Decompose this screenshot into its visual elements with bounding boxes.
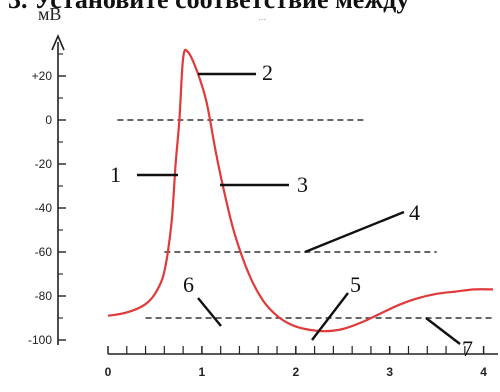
reference-lines-group [117,119,493,319]
callout-leader-4 [304,210,405,254]
axes-group: +20 0 -20 -40 -60 -80 -100 0 1 2 3 4 [28,33,498,379]
callout-leader-6 [197,297,222,327]
x-tick-label: 1 [199,365,206,379]
callout-number-7: 7 [462,336,473,361]
callout-leader-7 [425,317,461,345]
callout-number-6: 6 [183,272,194,297]
y-tick-label: -40 [35,201,53,215]
y-tick-label: -20 [35,157,53,171]
y-tick-label: +20 [32,69,53,83]
callouts-group: 1 2 3 4 5 6 7 [110,60,473,361]
x-tick-label: 2 [292,365,299,379]
x-tick-label: 4 [480,365,487,379]
callout-number-4: 4 [409,200,420,225]
y-tick-label: -60 [35,245,53,259]
callout-number-1: 1 [110,162,121,187]
x-tick-label: 3 [386,365,393,379]
y-tick-label: -100 [28,333,52,347]
callout-leader-5 [311,292,349,341]
callout-number-2: 2 [262,60,273,85]
y-axis-arrow [51,33,65,51]
callout-number-3: 3 [297,172,308,197]
callout-number-5: 5 [350,272,361,297]
x-tick-label: 0 [105,365,112,379]
curve-group [107,48,494,333]
membrane-potential-curve [107,48,494,333]
y-tick-label: 0 [45,113,52,127]
question-header: 3. Установите соответствие между [0,0,500,14]
y-axis-unit-label: мВ [38,4,62,24]
y-tick-label: -80 [35,289,53,303]
faint-mark: ... [258,12,267,23]
